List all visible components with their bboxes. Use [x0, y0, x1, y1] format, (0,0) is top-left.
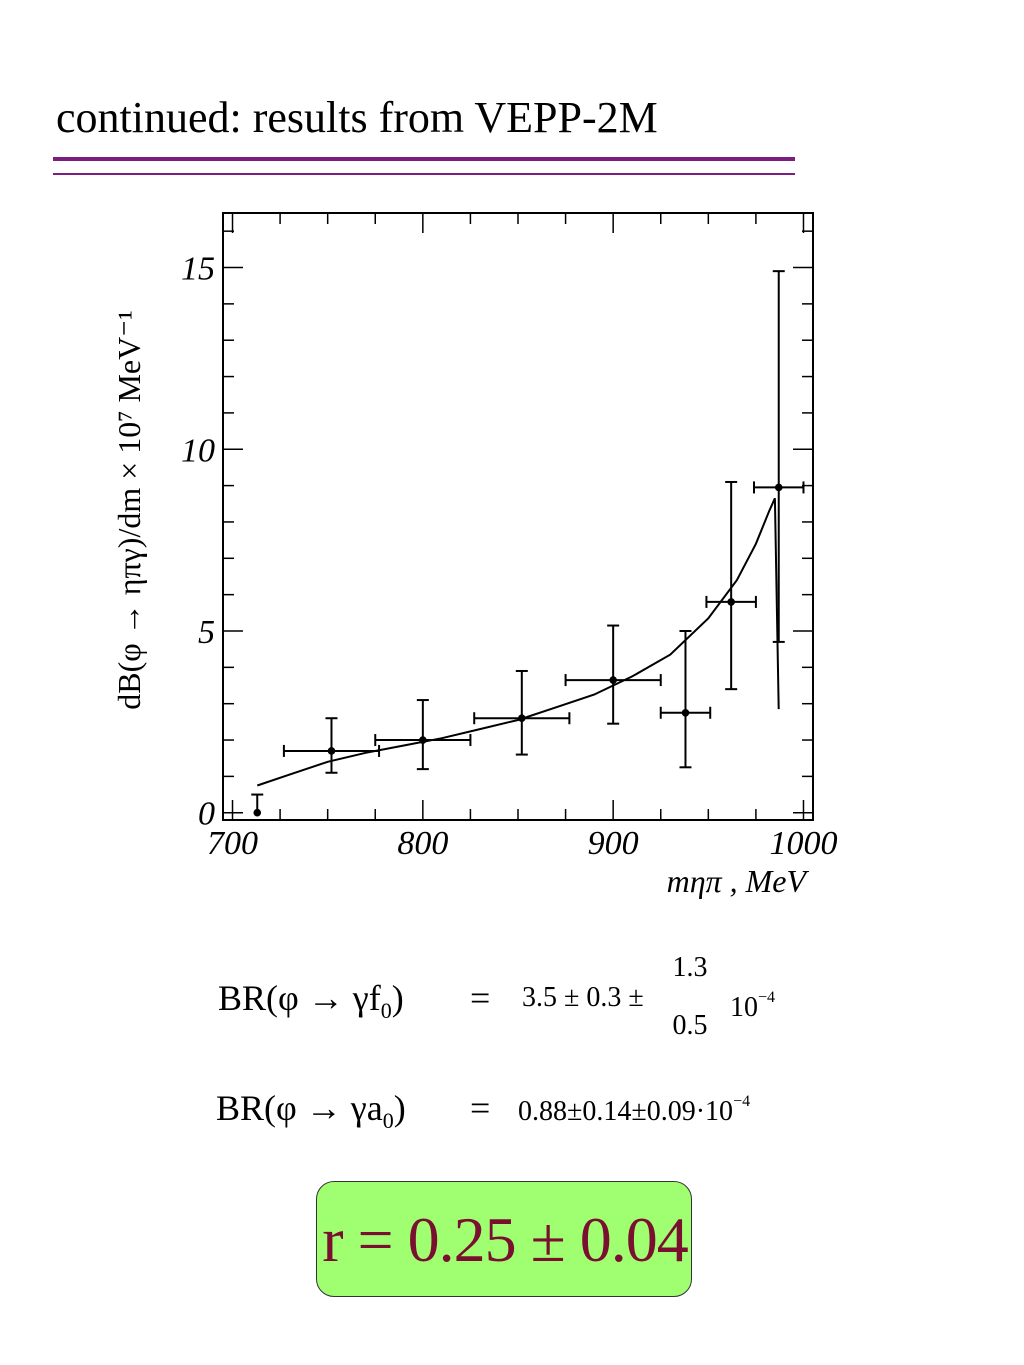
data-points — [251, 270, 805, 817]
equation-f0-upper: 1.3 — [672, 952, 708, 983]
data-point — [659, 629, 712, 769]
data-point — [753, 270, 805, 643]
x-tick-label: 700 — [207, 825, 258, 862]
y-tick-label: 15 — [181, 251, 215, 288]
data-point — [251, 793, 264, 817]
equation-a0-equals: = — [470, 1088, 491, 1128]
point-marker — [774, 483, 783, 492]
point-marker — [727, 598, 735, 606]
title-underline-thin — [53, 173, 795, 175]
equation-a0-lhs: BR(φ → γa0) — [216, 1088, 406, 1133]
equation-f0-lower: 0.5 — [672, 1010, 708, 1041]
point-marker — [681, 708, 690, 717]
plot-frame — [222, 212, 814, 821]
chart: 700 800 900 1000 0 5 10 15 dB(φ → ηπγ)/dm × 10⁷… — [111, 212, 837, 899]
title-underline-thick — [53, 157, 795, 161]
equation-f0-factor: 10−4 — [730, 989, 776, 1023]
axis-tick-labels: 700 800 900 1000 0 5 10 15 — [181, 251, 837, 862]
data-point — [282, 717, 381, 774]
equation-f0-lhs: BR(φ → γf0) — [218, 978, 404, 1023]
point-marker — [327, 747, 336, 755]
x-tick-label: 800 — [397, 825, 448, 862]
point-marker — [253, 808, 262, 817]
point-marker — [518, 714, 526, 723]
y-tick-label: 0 — [198, 796, 215, 833]
x-tick-label: 1000 — [769, 825, 837, 862]
fit-curve — [256, 497, 780, 787]
equation-a0-value: 0.88±0.14±0.09·10−4 — [518, 1093, 751, 1127]
data-point — [374, 699, 472, 771]
data-point — [564, 624, 662, 725]
equation-f0-value: 3.5 ± 0.3 ± — [522, 982, 644, 1013]
point-marker — [419, 736, 427, 744]
data-point — [473, 669, 571, 756]
result-box: r = 0.25 ± 0.04 — [316, 1181, 692, 1297]
result-ratio: r = 0.25 ± 0.04 — [322, 1204, 689, 1275]
equation-f0-equals: = — [470, 978, 491, 1018]
y-tick-label: 10 — [181, 432, 215, 469]
axis-ticks — [223, 213, 813, 820]
slide-title: continued: results from VEPP-2M — [56, 93, 658, 142]
y-tick-label: 5 — [198, 614, 215, 651]
x-axis-label: mηπ , MeV — [667, 863, 810, 899]
x-tick-label: 900 — [588, 825, 639, 862]
point-marker — [609, 676, 617, 684]
y-axis-label: dB(φ → ηπγ)/dm × 10⁷ MeV⁻¹ — [111, 310, 147, 709]
data-point — [705, 480, 757, 691]
